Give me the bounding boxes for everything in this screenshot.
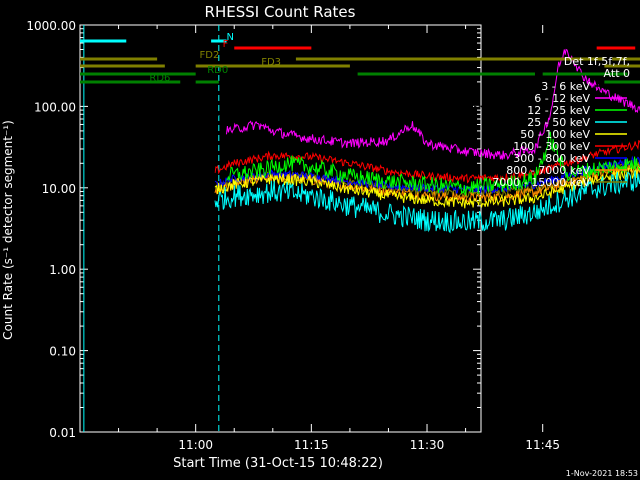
- legend-entry-label: 100 - 300 keV: [513, 140, 590, 153]
- legend-entry-label: 800 - 7000 keV: [506, 164, 590, 177]
- legend-header: Det 1f,5f,7f,: [564, 55, 630, 68]
- y-tick-label: 100.00: [34, 100, 76, 114]
- legend-header: Att 0: [604, 67, 630, 80]
- legend-entry-label: 3 - 6 keV: [541, 80, 590, 93]
- series-line-25-50kev: [214, 170, 640, 234]
- y-tick-label: 1000.00: [26, 19, 76, 33]
- x-tick-label: 11:45: [525, 438, 560, 452]
- flag-label-fd2: FD2: [200, 50, 220, 61]
- series-line-3-6kev: [210, 39, 640, 407]
- flag-label-rd6: RD6: [149, 73, 170, 84]
- plot-frame: [79, 24, 482, 433]
- flag-label-f: F: [223, 39, 229, 50]
- x-tick-label: 11:30: [410, 438, 445, 452]
- legend-entry-label: 6 - 12 keV: [534, 92, 590, 105]
- legend-entry-label: 7000 - 15000 keV: [492, 176, 590, 189]
- y-tick-label: 0.10: [49, 345, 76, 359]
- legend-entry-label: 12 - 25 keV: [527, 104, 590, 117]
- flag-label-fd3: FD3: [261, 57, 281, 68]
- series-line-6-12kev: [226, 48, 640, 161]
- flag-label-n: N: [227, 32, 234, 43]
- y-tick-label: 1.00: [49, 263, 76, 277]
- legend-entry-label: 50 - 100 keV: [520, 128, 590, 141]
- series-line-12-25kev: [226, 131, 640, 196]
- legend-entry-label: 300 - 800 keV: [513, 152, 590, 165]
- x-tick-label: 11:15: [294, 438, 329, 452]
- y-tick-label: 10.00: [42, 182, 76, 196]
- x-tick-label: 11:00: [178, 438, 213, 452]
- x-axis-label: Start Time (31-Oct-15 10:48:22): [173, 456, 383, 471]
- series-line-300-800kev: [214, 155, 640, 195]
- y-tick-label: 0.01: [49, 426, 76, 440]
- legend-entry-label: 25 - 50 keV: [527, 116, 590, 129]
- flag-label-rd0: RD0: [207, 65, 228, 76]
- footer-timestamp: 1-Nov-2021 18:53: [566, 469, 638, 478]
- chart-title: RHESSI Count Rates: [205, 3, 356, 21]
- y-axis-label: Count Rate (s⁻¹ detector segment⁻¹): [1, 120, 15, 340]
- series-line-50-100kev: [214, 165, 640, 209]
- plot-area: 11:0011:1511:3011:4512:0012:150.010.101.…: [26, 19, 640, 452]
